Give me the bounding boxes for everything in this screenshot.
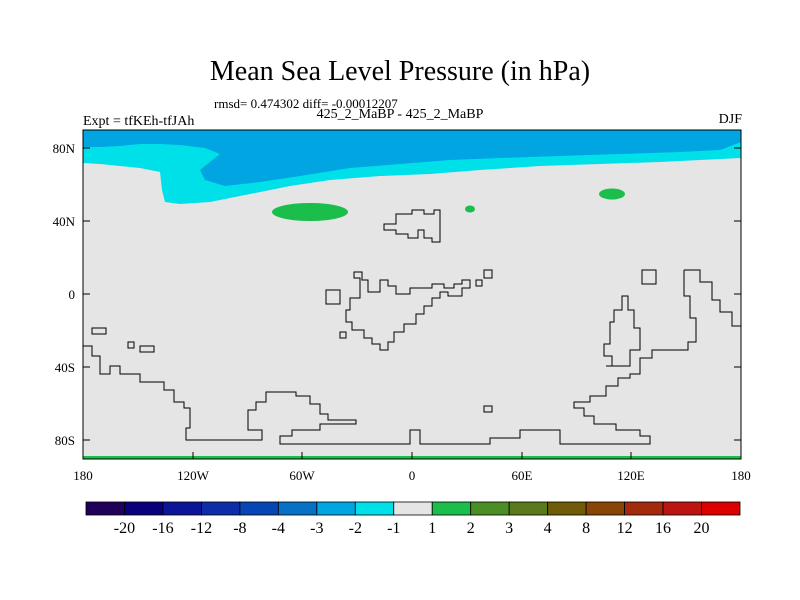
colorbar-swatch bbox=[508, 501, 549, 516]
coastline-south-america bbox=[345, 271, 471, 351]
colorbar-swatch bbox=[162, 501, 202, 516]
coastline-east-arc bbox=[83, 269, 741, 445]
colorbar-swatch bbox=[124, 501, 164, 516]
x-tick-label: 60E bbox=[512, 468, 533, 483]
colorbar-label: 1 bbox=[428, 520, 436, 537]
colorbar-label: -3 bbox=[310, 520, 323, 537]
colorbar-swatch bbox=[354, 501, 395, 516]
colorbar-swatch bbox=[316, 501, 356, 516]
colorbar-label: 4 bbox=[544, 520, 552, 537]
colorbar-label: -2 bbox=[349, 520, 362, 537]
colorbar-label: 8 bbox=[582, 520, 590, 537]
coastlines bbox=[83, 209, 741, 445]
colorbar-swatch bbox=[85, 501, 125, 516]
colorbar-swatch bbox=[239, 501, 279, 516]
y-tick-label: 0 bbox=[69, 287, 76, 302]
y-tick-label: 40S bbox=[55, 360, 75, 375]
y-tick-label: 80S bbox=[55, 433, 75, 448]
coastline-island-5 bbox=[483, 405, 493, 413]
colorbar-swatch bbox=[201, 501, 241, 516]
colorbar-swatch bbox=[624, 501, 664, 516]
x-tick-label: 120E bbox=[617, 468, 645, 483]
y-tick-labels: 80N 40N 0 40S 80S bbox=[53, 141, 76, 448]
map-title: Mean Sea Level Pressure (in hPa) bbox=[209, 56, 591, 87]
colorbar-swatch bbox=[547, 501, 587, 516]
colorbar-label: -20 bbox=[114, 520, 135, 537]
season-label: DJF bbox=[718, 112, 742, 127]
coastline-island-2 bbox=[339, 331, 347, 339]
colorbar-swatch bbox=[393, 501, 433, 516]
contour-green-small bbox=[465, 205, 475, 213]
colorbar-swatch bbox=[662, 501, 702, 516]
colorbar-label: -1 bbox=[387, 520, 400, 537]
x-tick-label: 60W bbox=[289, 468, 315, 483]
contour-green-asia bbox=[599, 188, 625, 200]
colorbar-swatch bbox=[431, 501, 472, 516]
contour-green-pacific bbox=[272, 203, 348, 221]
colorbar-label: 16 bbox=[655, 520, 671, 537]
colorbar-swatch bbox=[470, 501, 510, 516]
colorbar-label: -8 bbox=[233, 520, 246, 537]
coastline-island-6 bbox=[641, 269, 657, 285]
x-tick-labels: 180 120W 60W 0 60E 120E 180 bbox=[73, 468, 751, 483]
x-tick-label: 0 bbox=[409, 468, 416, 483]
colorbar-swatch bbox=[701, 501, 741, 516]
colorbar-swatch bbox=[585, 501, 625, 516]
colorbar-swatch bbox=[277, 501, 318, 516]
colorbar-label: -12 bbox=[191, 520, 212, 537]
rmsd-diff-stats: rmsd= 0.474302 diff= -0.00012207 bbox=[214, 96, 398, 111]
colorbar-label: 2 bbox=[467, 520, 475, 537]
colorbar-label: 12 bbox=[617, 520, 633, 537]
coastline-island-1 bbox=[325, 289, 341, 305]
x-tick-label: 180 bbox=[73, 468, 93, 483]
coastline-west-islands bbox=[91, 327, 155, 353]
coastline-island-3 bbox=[483, 269, 493, 279]
tick-marks bbox=[82, 147, 742, 459]
colorbar-label: -4 bbox=[272, 520, 285, 537]
y-tick-label: 80N bbox=[53, 141, 76, 156]
experiment-label: Expt = tfKEh-tfJAh bbox=[83, 114, 195, 129]
x-tick-label: 180 bbox=[731, 468, 751, 483]
experiment-subtitle: 425_2_MaBP - 425_2_MaBP bbox=[316, 107, 484, 122]
coastline-island-4 bbox=[475, 279, 483, 287]
x-tick-label: 120W bbox=[177, 468, 210, 483]
contour-dark-blue bbox=[83, 130, 741, 186]
coastline-southeast bbox=[603, 295, 641, 367]
y-tick-label: 40N bbox=[53, 214, 76, 229]
coastline-north-america bbox=[383, 209, 441, 243]
colorbar-label: 3 bbox=[505, 520, 513, 537]
colorbar-label: -16 bbox=[152, 520, 173, 537]
colorbar-label: 20 bbox=[694, 520, 710, 537]
colorbar: -20 -16 -12 -8 -4 -3 -2 -1 1 2 3 4 8 12 16 20 bbox=[85, 501, 741, 537]
